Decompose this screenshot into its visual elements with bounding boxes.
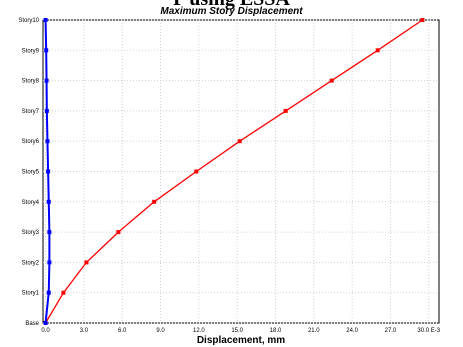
chart-header: P using ESSA Maximum Story Displacement	[0, 0, 463, 20]
x-tick-label: 9.0	[156, 328, 165, 334]
data-point-red	[237, 139, 242, 144]
x-tick-label: 0.0	[41, 328, 50, 334]
chart-title: Maximum Story Displacement	[160, 6, 303, 17]
grid-lines	[43, 19, 439, 324]
x-tick-label: 12.0	[193, 328, 205, 334]
x-tick-label: 6.0	[118, 328, 127, 334]
x-tick-label: 24.0	[346, 328, 358, 334]
y-tick-label: Story9	[22, 48, 40, 54]
data-point-blue	[44, 108, 49, 113]
y-tick-label: Story10	[18, 18, 39, 24]
data-point-blue	[46, 290, 51, 295]
data-point-blue	[46, 199, 51, 204]
x-tick-label: 30.0 E-3	[417, 328, 440, 334]
data-point-blue	[46, 169, 51, 174]
data-point-red	[194, 169, 199, 174]
data-point-red	[375, 48, 380, 53]
data-point-red	[84, 260, 89, 265]
data-point-red	[283, 108, 288, 113]
y-tick-label: Story2	[22, 260, 40, 266]
data-point-blue	[45, 139, 50, 144]
x-tick-label: 27.0	[385, 328, 397, 334]
caption-fragment: P using ESSA	[0, 0, 463, 10]
x-tick-label: 18.0	[270, 328, 282, 334]
data-point-blue	[44, 78, 49, 83]
data-point-red	[61, 290, 66, 295]
x-tick-label: 15.0	[231, 328, 243, 334]
y-tick-label: Story6	[22, 139, 40, 145]
data-point-blue	[43, 18, 48, 22]
y-tick-label: Base	[25, 321, 39, 327]
x-tick-labels: 0.0 3.0 6.0 9.0 12.0 15.0 18.0 21.0 24.0 27.0 30.0…	[41, 328, 440, 334]
x-tick-label: 3.0	[80, 328, 89, 334]
series-layer	[43, 18, 425, 325]
y-tick-label: Story5	[22, 170, 40, 176]
y-tick-labels: Base Story1 Story2 Story3 Story4 Story5 Story6…	[18, 18, 39, 327]
y-tick-label: Story7	[22, 109, 40, 115]
data-point-blue	[47, 260, 52, 265]
data-point-blue	[43, 321, 48, 325]
y-tick-label: Story8	[22, 79, 40, 85]
x-tick-label: 21.0	[308, 328, 320, 334]
data-point-blue	[47, 230, 52, 235]
data-point-red	[329, 78, 334, 83]
y-tick-label: Story4	[22, 200, 40, 206]
y-tick-label: Story1	[22, 291, 40, 297]
data-point-blue	[44, 48, 49, 53]
data-point-red	[152, 199, 157, 204]
data-point-red	[420, 18, 425, 22]
y-tick-label: Story3	[22, 230, 40, 236]
data-point-red	[116, 230, 121, 235]
x-axis-label: Displacement, mm	[197, 335, 285, 346]
